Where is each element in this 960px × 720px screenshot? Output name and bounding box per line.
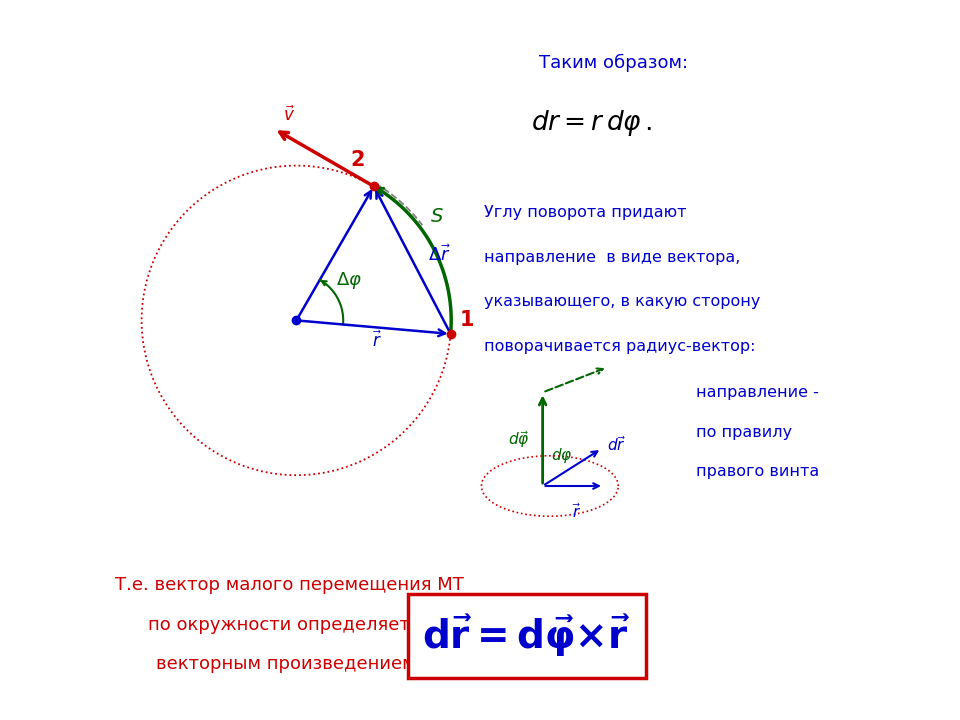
Text: $d\vec{r}$: $d\vec{r}$ [608, 436, 627, 454]
Text: $d\varphi$: $d\varphi$ [551, 446, 573, 465]
Text: $\vec{r}$: $\vec{r}$ [372, 330, 382, 351]
Text: $\vec{r}$: $\vec{r}$ [572, 502, 582, 521]
Text: $S$: $S$ [429, 207, 444, 225]
Text: Таким образом:: Таким образом: [539, 54, 687, 72]
Text: Углу поворота придают: Углу поворота придают [484, 205, 686, 220]
Text: $\Delta\vec{r}$: $\Delta\vec{r}$ [428, 244, 451, 265]
Text: $dr = r\,d\varphi\,.$: $dr = r\,d\varphi\,.$ [531, 108, 652, 138]
Text: 1: 1 [459, 310, 473, 330]
Text: $\mathit{\mathbf{d\vec{r} = d\vec{\varphi}{\times}\vec{r}}}$: $\mathit{\mathbf{d\vec{r} = d\vec{\varph… [422, 613, 631, 660]
Text: правого винта: правого винта [696, 464, 819, 480]
Text: по окружности определяется: по окружности определяется [148, 616, 430, 634]
FancyBboxPatch shape [408, 594, 645, 678]
Text: по правилу: по правилу [696, 425, 792, 440]
Text: $d\vec{\varphi}$: $d\vec{\varphi}$ [508, 428, 530, 450]
Text: $\Delta\varphi$: $\Delta\varphi$ [336, 270, 362, 291]
Text: указывающего, в какую сторону: указывающего, в какую сторону [484, 294, 760, 310]
Text: $\vec{v}$: $\vec{v}$ [282, 106, 295, 125]
Text: направление -: направление - [696, 385, 819, 400]
Text: 2: 2 [350, 150, 365, 171]
Text: направление  в виде вектора,: направление в виде вектора, [484, 250, 740, 265]
Text: Т.е. вектор малого перемещения МТ: Т.е. вектор малого перемещения МТ [115, 576, 464, 594]
Text: векторным произведением:: векторным произведением: [156, 655, 422, 673]
Text: поворачивается радиус-вектор:: поворачивается радиус-вектор: [484, 339, 756, 354]
